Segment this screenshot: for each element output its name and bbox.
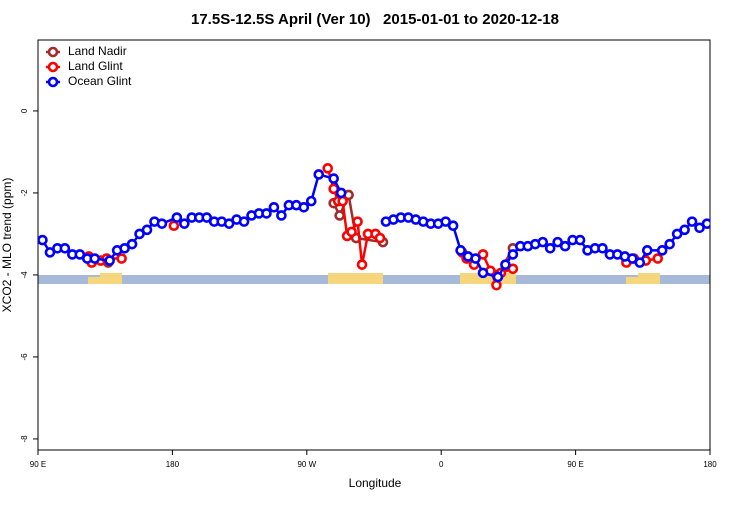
x-axis-label: Longitude: [349, 476, 402, 490]
point: [168, 220, 180, 232]
mask-land: [88, 277, 100, 284]
point: [74, 249, 86, 260]
point: [352, 216, 363, 227]
x-tick-label: 90 E: [567, 460, 583, 469]
point: [201, 212, 213, 223]
legend-label: Ocean Glint: [68, 74, 132, 88]
legend-marker: [47, 61, 59, 73]
mask-land: [100, 273, 122, 284]
point: [679, 224, 690, 236]
point: [126, 238, 138, 250]
point: [335, 187, 347, 199]
point: [374, 232, 386, 244]
point: [491, 279, 502, 291]
x-tick-label: 0: [439, 460, 444, 469]
point: [597, 242, 608, 254]
point: [694, 222, 705, 234]
point: [652, 253, 664, 264]
point: [305, 195, 317, 207]
land-mask: [38, 273, 710, 284]
point: [171, 212, 183, 223]
x-tick-label: 180: [703, 460, 717, 469]
point: [268, 201, 280, 213]
point: [507, 249, 519, 260]
point: [544, 242, 556, 254]
x-tick-label: 90 W: [297, 460, 316, 469]
point: [89, 253, 101, 264]
mask-land: [328, 273, 383, 284]
point: [261, 208, 272, 219]
point: [119, 242, 130, 254]
y-tick-label: 0: [20, 108, 29, 113]
series: [83, 163, 664, 291]
x-tick-label: 90 E: [30, 460, 46, 469]
point: [492, 271, 504, 283]
legend-label: Land Glint: [68, 59, 123, 73]
point: [179, 218, 190, 229]
point: [346, 226, 357, 238]
point: [44, 247, 56, 258]
chart-title: 17.5S-12.5S April (Ver 10) 2015-01-01 to…: [191, 11, 559, 28]
point: [334, 210, 345, 221]
point: [470, 253, 481, 264]
point: [328, 173, 339, 184]
point: [356, 259, 368, 270]
mask-land: [626, 277, 638, 284]
mask-land: [638, 273, 660, 284]
legend-marker: [47, 46, 59, 58]
point: [537, 236, 549, 248]
point: [440, 216, 451, 227]
point: [276, 210, 287, 221]
series: [38, 169, 710, 283]
point: [634, 257, 646, 268]
x-tick-label: 180: [166, 460, 180, 469]
point: [59, 242, 71, 254]
point: [141, 224, 153, 236]
series-line: [41, 172, 708, 279]
point: [104, 255, 115, 266]
point: [500, 259, 511, 270]
point: [552, 236, 563, 248]
legend-label: Land Nadir: [68, 44, 127, 58]
point: [559, 240, 571, 252]
point: [507, 263, 519, 275]
point: [574, 234, 586, 246]
point: [447, 220, 459, 232]
point: [134, 228, 145, 240]
point: [641, 245, 653, 256]
point: [223, 218, 235, 229]
y-tick-label: -8: [20, 435, 29, 443]
point: [156, 218, 168, 229]
plot-frame: [37, 39, 711, 451]
point: [238, 216, 250, 227]
point: [322, 163, 334, 174]
point: [701, 218, 710, 229]
point: [671, 228, 683, 240]
point: [477, 267, 489, 279]
y-tick-label: -6: [20, 353, 29, 361]
point: [477, 249, 489, 260]
mask-land: [460, 273, 516, 284]
point: [38, 234, 48, 246]
y-tick-label: -2: [20, 189, 29, 197]
point: [664, 238, 675, 250]
legend-marker: [47, 76, 59, 88]
y-axis-label: XCO2 - MLO trend (ppm): [0, 178, 14, 313]
point: [313, 169, 325, 180]
point: [627, 253, 638, 264]
y-tick-label: -4: [20, 271, 29, 279]
point: [455, 245, 466, 256]
point: [337, 195, 348, 207]
point: [116, 253, 127, 264]
point: [298, 201, 310, 213]
point: [656, 245, 668, 256]
point: [686, 216, 698, 227]
